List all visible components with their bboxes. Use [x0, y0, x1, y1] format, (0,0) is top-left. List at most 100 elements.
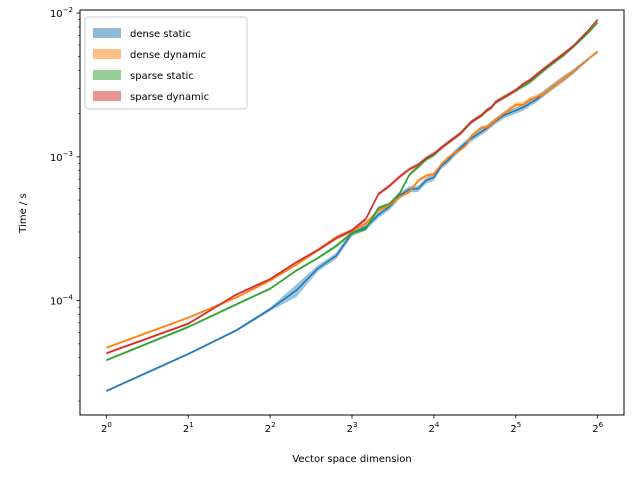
dense-static-point [529, 103, 530, 104]
sparse-dynamic-point [351, 230, 352, 231]
sparse-static-point [106, 360, 107, 361]
dense-dynamic-point [460, 149, 461, 150]
sparse-dynamic-point [529, 80, 530, 81]
dense-dynamic-point [106, 347, 107, 348]
dense-dynamic-point [547, 90, 548, 91]
legend-label: dense dynamic [130, 50, 206, 61]
dense-static-point [508, 113, 509, 114]
legend-box [84, 16, 248, 110]
sparse-dynamic-point [597, 19, 598, 20]
legend-label: dense static [130, 29, 191, 40]
dense-dynamic-point [433, 173, 434, 174]
sparse-dynamic-point [542, 70, 543, 71]
sparse-dynamic-point [495, 102, 496, 103]
sparse-dynamic-point [440, 147, 441, 148]
x-tick-label: 21 [183, 421, 194, 435]
sparse-static-point [418, 166, 419, 167]
sparse-dynamic-point [535, 75, 536, 76]
dense-dynamic-point [365, 223, 366, 224]
sparse-dynamic-point [511, 92, 512, 93]
dense-dynamic-point [573, 71, 574, 72]
dense-dynamic-point [558, 82, 559, 83]
x-tick-label: 26 [592, 421, 603, 435]
sparse-dynamic-point [447, 142, 448, 143]
sparse-dynamic-point [573, 45, 574, 46]
dense-dynamic-point [447, 157, 448, 158]
x-tick-label: 20 [101, 421, 112, 435]
sparse-dynamic-point [558, 57, 559, 58]
sparse-static-point [365, 228, 366, 229]
dense-static-point [515, 110, 516, 111]
sparse-dynamic-point [476, 118, 477, 119]
dense-dynamic-point [553, 86, 554, 87]
dense-dynamic-point [529, 99, 530, 100]
sparse-dynamic-point [409, 169, 410, 170]
sparse-static-point [389, 203, 390, 204]
sparse-static-point [317, 257, 318, 258]
y-tick-label: 10−4 [50, 294, 74, 308]
dense-dynamic-point [504, 113, 505, 114]
dense-dynamic-point [508, 110, 509, 111]
sparse-dynamic-point [433, 153, 434, 154]
dense-dynamic-point [465, 145, 466, 146]
sparse-dynamic-point [553, 61, 554, 62]
sparse-dynamic-point [581, 37, 582, 38]
dense-static-point [433, 177, 434, 178]
dense-static-point [481, 131, 482, 132]
legend-label: sparse static [130, 71, 194, 82]
legend-swatch [93, 70, 121, 80]
dense-static-point [270, 309, 271, 310]
sparse-dynamic-line [106, 19, 599, 354]
legend-entry-dense-dynamic: dense dynamic [93, 49, 206, 61]
dense-dynamic-point [188, 317, 189, 318]
y-tick-label: 10−2 [50, 6, 73, 20]
sparse-dynamic-point [491, 107, 492, 108]
sparse-dynamic-point [365, 218, 366, 219]
x-tick-label: 24 [428, 421, 439, 435]
sparse-static-point [378, 207, 379, 208]
sparse-dynamic-point [399, 176, 400, 177]
sparse-dynamic-point [471, 121, 472, 122]
dense-dynamic-point [491, 123, 492, 124]
dense-static-point [317, 268, 318, 269]
dense-static-point [296, 290, 297, 291]
sparse-dynamic-point [460, 133, 461, 134]
x-axis-ticks: 20 21 22 23 24 25 26 [101, 415, 604, 435]
sparse-dynamic-point [418, 164, 419, 165]
dense-dynamic-point [581, 64, 582, 65]
dense-dynamic-point [476, 131, 477, 132]
sparse-dynamic-point [563, 53, 564, 54]
dense-dynamic-point [236, 297, 237, 298]
dense-static-point [426, 180, 427, 181]
dense-static-point [188, 353, 189, 354]
dense-static-point [378, 214, 379, 215]
sparse-dynamic-point [317, 249, 318, 250]
dense-dynamic-point [542, 94, 543, 95]
dense-dynamic-point [597, 51, 598, 52]
sparse-static-point [597, 22, 598, 23]
dense-static-point [418, 188, 419, 189]
sparse-dynamic-point [336, 238, 337, 239]
dense-dynamic-point [296, 264, 297, 265]
sparse-dynamic-point [296, 262, 297, 263]
legend-entry-dense-static: dense static [93, 28, 191, 40]
legend-entry-sparse-static: sparse static [93, 70, 194, 82]
sparse-dynamic-point [499, 99, 500, 100]
dense-dynamic-point [481, 127, 482, 128]
sparse-static-point [336, 245, 337, 246]
sparse-dynamic-point [378, 194, 379, 195]
sparse-static-point [296, 270, 297, 271]
dense-dynamic-point [454, 153, 455, 154]
sparse-dynamic-point [504, 97, 505, 98]
sparse-dynamic-point [486, 110, 487, 111]
sparse-dynamic-point [522, 84, 523, 85]
dense-dynamic-point [426, 175, 427, 176]
sparse-dynamic-point [454, 137, 455, 138]
legend-swatch [93, 28, 121, 38]
y-tick-label: 10−3 [50, 150, 73, 164]
sparse-static-point [589, 30, 590, 31]
sparse-static-point [529, 82, 530, 83]
sparse-static-point [399, 192, 400, 193]
dense-dynamic-point [399, 196, 400, 197]
